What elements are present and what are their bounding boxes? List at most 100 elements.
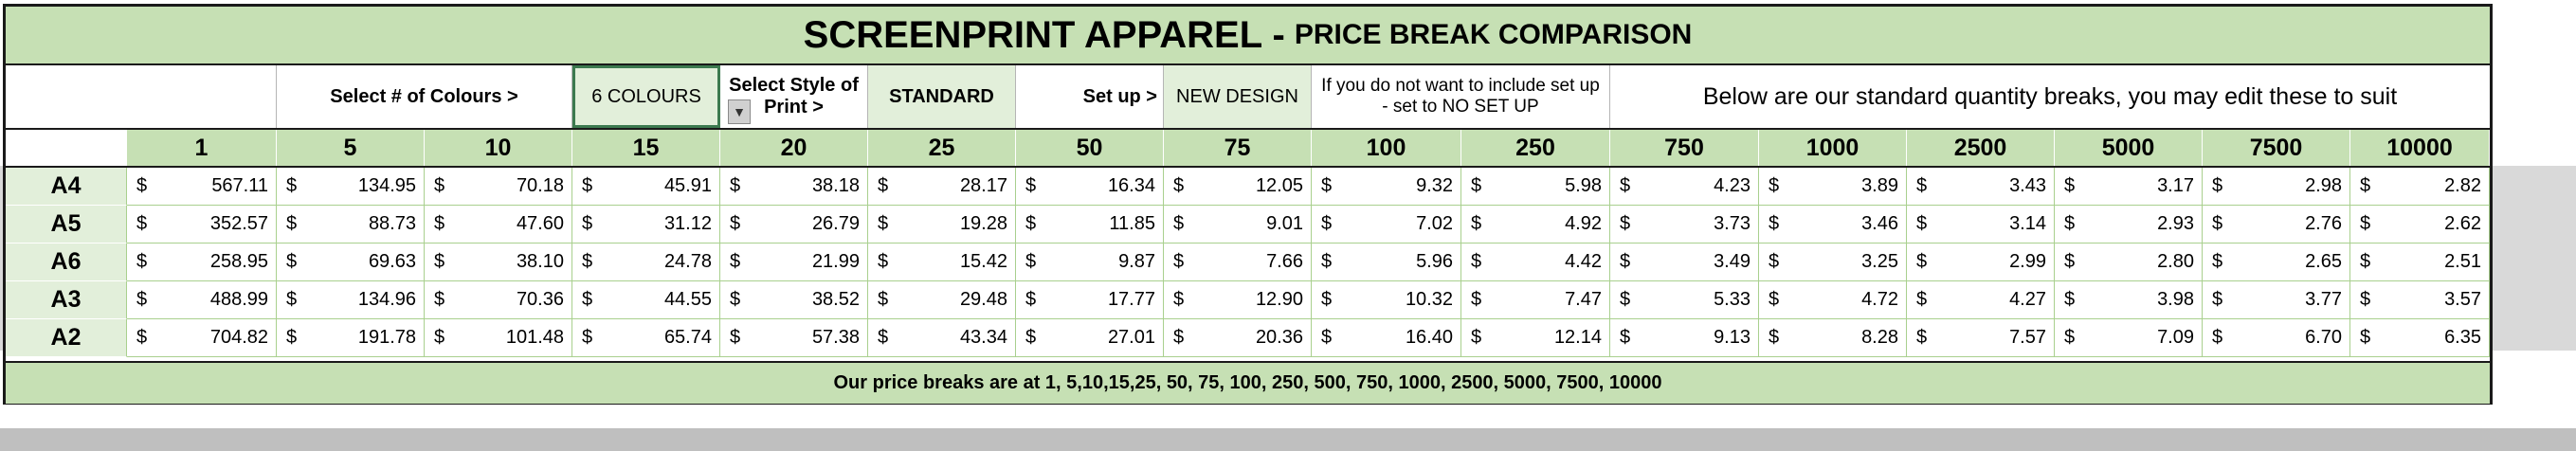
- price-cell[interactable]: $258.95: [127, 244, 277, 281]
- price-cell[interactable]: $21.99: [720, 244, 868, 281]
- quantity-header[interactable]: 5000: [2055, 130, 2203, 166]
- price-cell[interactable]: $3.49: [1610, 244, 1759, 281]
- price-cell[interactable]: $7.47: [1461, 281, 1610, 319]
- price-cell[interactable]: $2.82: [2350, 168, 2490, 206]
- price-cell[interactable]: $2.76: [2203, 206, 2350, 244]
- price-cell[interactable]: $704.82: [127, 319, 277, 357]
- quantity-header[interactable]: 750: [1610, 130, 1759, 166]
- price-cell[interactable]: $65.74: [572, 319, 720, 357]
- price-cell[interactable]: $2.62: [2350, 206, 2490, 244]
- price-cell[interactable]: $101.48: [425, 319, 572, 357]
- price-cell[interactable]: $488.99: [127, 281, 277, 319]
- price-cell[interactable]: $191.78: [277, 319, 425, 357]
- quantity-header[interactable]: 1: [127, 130, 277, 166]
- price-cell[interactable]: $7.57: [1907, 319, 2055, 357]
- price-cell[interactable]: $38.18: [720, 168, 868, 206]
- price-cell[interactable]: $27.01: [1016, 319, 1164, 357]
- quantity-header[interactable]: 20: [720, 130, 868, 166]
- price-cell[interactable]: $352.57: [127, 206, 277, 244]
- price-cell[interactable]: $2.80: [2055, 244, 2203, 281]
- price-cell[interactable]: $43.34: [868, 319, 1016, 357]
- quantity-header[interactable]: 250: [1461, 130, 1610, 166]
- quantity-header[interactable]: 10: [425, 130, 572, 166]
- price-cell[interactable]: $8.28: [1759, 319, 1907, 357]
- price-cell[interactable]: $3.57: [2350, 281, 2490, 319]
- price-cell[interactable]: $3.73: [1610, 206, 1759, 244]
- price-cell[interactable]: $3.14: [1907, 206, 2055, 244]
- price-cell[interactable]: $5.33: [1610, 281, 1759, 319]
- price-cell[interactable]: $69.63: [277, 244, 425, 281]
- quantity-header[interactable]: 15: [572, 130, 720, 166]
- price-cell[interactable]: $567.11: [127, 168, 277, 206]
- quantity-header[interactable]: 10000: [2350, 130, 2490, 166]
- price-cell[interactable]: $17.77: [1016, 281, 1164, 319]
- price-cell[interactable]: $12.05: [1164, 168, 1312, 206]
- price-cell[interactable]: $6.70: [2203, 319, 2350, 357]
- quantity-header[interactable]: 50: [1016, 130, 1164, 166]
- price-cell[interactable]: $2.65: [2203, 244, 2350, 281]
- price-cell[interactable]: $134.95: [277, 168, 425, 206]
- style-select[interactable]: STANDARD: [868, 65, 1016, 128]
- quantity-header[interactable]: 25: [868, 130, 1016, 166]
- price-cell[interactable]: $88.73: [277, 206, 425, 244]
- price-cell[interactable]: $28.17: [868, 168, 1016, 206]
- price-cell[interactable]: $70.18: [425, 168, 572, 206]
- price-cell[interactable]: $4.23: [1610, 168, 1759, 206]
- quantity-header[interactable]: 100: [1312, 130, 1461, 166]
- price-cell[interactable]: $4.72: [1759, 281, 1907, 319]
- price-cell[interactable]: $3.77: [2203, 281, 2350, 319]
- price-cell[interactable]: $11.85: [1016, 206, 1164, 244]
- price-cell[interactable]: $29.48: [868, 281, 1016, 319]
- price-cell[interactable]: $9.01: [1164, 206, 1312, 244]
- price-cell[interactable]: $19.28: [868, 206, 1016, 244]
- colours-select[interactable]: 6 COLOURS: [572, 65, 720, 128]
- price-cell[interactable]: $2.93: [2055, 206, 2203, 244]
- price-cell[interactable]: $20.36: [1164, 319, 1312, 357]
- price-cell[interactable]: $70.36: [425, 281, 572, 319]
- price-cell[interactable]: $6.35: [2350, 319, 2490, 357]
- price-cell[interactable]: $7.09: [2055, 319, 2203, 357]
- price-cell[interactable]: $12.90: [1164, 281, 1312, 319]
- price-cell[interactable]: $9.32: [1312, 168, 1461, 206]
- price-cell[interactable]: $9.87: [1016, 244, 1164, 281]
- quantity-header[interactable]: 1000: [1759, 130, 1907, 166]
- dropdown-arrow-icon[interactable]: ▼: [728, 99, 751, 124]
- price-cell[interactable]: $57.38: [720, 319, 868, 357]
- price-cell[interactable]: $3.17: [2055, 168, 2203, 206]
- quantity-header[interactable]: 7500: [2203, 130, 2350, 166]
- price-cell[interactable]: $3.25: [1759, 244, 1907, 281]
- price-cell[interactable]: $2.98: [2203, 168, 2350, 206]
- price-cell[interactable]: $2.51: [2350, 244, 2490, 281]
- quantity-header[interactable]: 5: [277, 130, 425, 166]
- setup-select[interactable]: NEW DESIGN: [1164, 65, 1312, 128]
- price-cell[interactable]: $7.66: [1164, 244, 1312, 281]
- price-cell[interactable]: $31.12: [572, 206, 720, 244]
- price-cell[interactable]: $2.99: [1907, 244, 2055, 281]
- price-cell[interactable]: $12.14: [1461, 319, 1610, 357]
- price-cell[interactable]: $3.46: [1759, 206, 1907, 244]
- price-cell[interactable]: $26.79: [720, 206, 868, 244]
- price-cell[interactable]: $4.27: [1907, 281, 2055, 319]
- price-cell[interactable]: $45.91: [572, 168, 720, 206]
- price-cell[interactable]: $5.96: [1312, 244, 1461, 281]
- price-cell[interactable]: $16.34: [1016, 168, 1164, 206]
- price-cell[interactable]: $9.13: [1610, 319, 1759, 357]
- price-cell[interactable]: $15.42: [868, 244, 1016, 281]
- price-cell[interactable]: $3.43: [1907, 168, 2055, 206]
- price-cell[interactable]: $3.89: [1759, 168, 1907, 206]
- price-cell[interactable]: $5.98: [1461, 168, 1610, 206]
- price-cell[interactable]: $24.78: [572, 244, 720, 281]
- price-cell[interactable]: $7.02: [1312, 206, 1461, 244]
- price-cell[interactable]: $4.92: [1461, 206, 1610, 244]
- price-cell[interactable]: $4.42: [1461, 244, 1610, 281]
- price-cell[interactable]: $3.98: [2055, 281, 2203, 319]
- price-cell[interactable]: $47.60: [425, 206, 572, 244]
- price-cell[interactable]: $16.40: [1312, 319, 1461, 357]
- price-cell[interactable]: $38.52: [720, 281, 868, 319]
- price-cell[interactable]: $44.55: [572, 281, 720, 319]
- price-cell[interactable]: $38.10: [425, 244, 572, 281]
- quantity-header[interactable]: 2500: [1907, 130, 2055, 166]
- price-cell[interactable]: $134.96: [277, 281, 425, 319]
- price-cell[interactable]: $10.32: [1312, 281, 1461, 319]
- quantity-header[interactable]: 75: [1164, 130, 1312, 166]
